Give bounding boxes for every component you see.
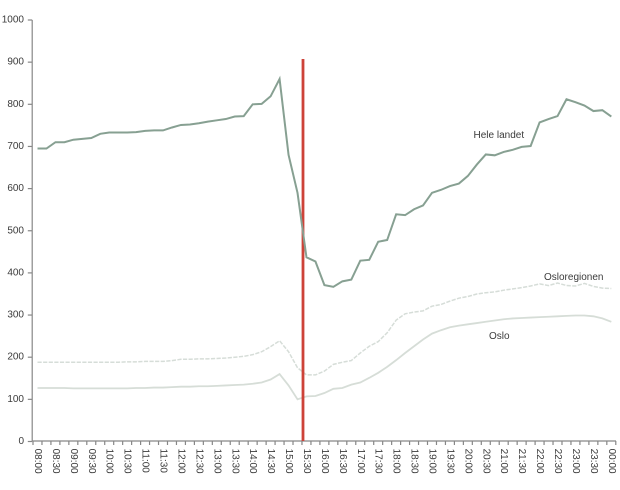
svg-text:23:00: 23:00 <box>570 449 581 474</box>
svg-text:14:30: 14:30 <box>265 449 276 474</box>
svg-text:21:30: 21:30 <box>516 449 527 474</box>
svg-text:400: 400 <box>7 267 24 278</box>
svg-text:09:30: 09:30 <box>86 449 97 474</box>
svg-text:18:00: 18:00 <box>391 449 402 474</box>
svg-text:16:30: 16:30 <box>337 449 348 474</box>
svg-text:Oslo: Oslo <box>489 331 510 342</box>
svg-text:08:00: 08:00 <box>32 449 43 474</box>
svg-text:19:00: 19:00 <box>427 449 438 474</box>
svg-text:22:30: 22:30 <box>552 449 563 474</box>
svg-text:100: 100 <box>7 394 24 405</box>
svg-text:14:00: 14:00 <box>247 449 258 474</box>
svg-text:09:00: 09:00 <box>68 449 79 474</box>
svg-text:16:00: 16:00 <box>319 449 330 474</box>
svg-text:19:30: 19:30 <box>444 449 455 474</box>
svg-text:13:00: 13:00 <box>211 449 222 474</box>
svg-text:21:00: 21:00 <box>498 449 509 474</box>
svg-text:11:00: 11:00 <box>140 449 151 474</box>
svg-text:12:00: 12:00 <box>175 449 186 474</box>
svg-text:10:00: 10:00 <box>104 449 115 474</box>
svg-text:15:30: 15:30 <box>301 449 312 474</box>
svg-text:23:30: 23:30 <box>588 449 599 474</box>
svg-text:17:00: 17:00 <box>355 449 366 474</box>
svg-text:08:30: 08:30 <box>50 449 61 474</box>
svg-text:1000: 1000 <box>2 15 25 26</box>
svg-text:Osloregionen: Osloregionen <box>544 272 603 283</box>
svg-text:600: 600 <box>7 183 24 194</box>
svg-text:13:30: 13:30 <box>229 449 240 474</box>
svg-text:00:00: 00:00 <box>606 449 617 474</box>
svg-text:900: 900 <box>7 57 24 68</box>
svg-text:0: 0 <box>18 436 24 447</box>
svg-text:11:30: 11:30 <box>158 449 169 474</box>
svg-text:500: 500 <box>7 225 24 236</box>
svg-text:20:30: 20:30 <box>480 449 491 474</box>
svg-text:200: 200 <box>7 352 24 363</box>
svg-text:18:30: 18:30 <box>409 449 420 474</box>
svg-text:10:30: 10:30 <box>122 449 133 474</box>
svg-text:700: 700 <box>7 141 24 152</box>
svg-text:20:00: 20:00 <box>462 449 473 474</box>
svg-text:15:00: 15:00 <box>283 449 294 474</box>
svg-text:12:30: 12:30 <box>193 449 204 474</box>
svg-text:800: 800 <box>7 99 24 110</box>
svg-text:Hele landet: Hele landet <box>474 130 525 141</box>
svg-text:22:00: 22:00 <box>534 449 545 474</box>
svg-text:17:30: 17:30 <box>373 449 384 474</box>
svg-text:300: 300 <box>7 310 24 321</box>
